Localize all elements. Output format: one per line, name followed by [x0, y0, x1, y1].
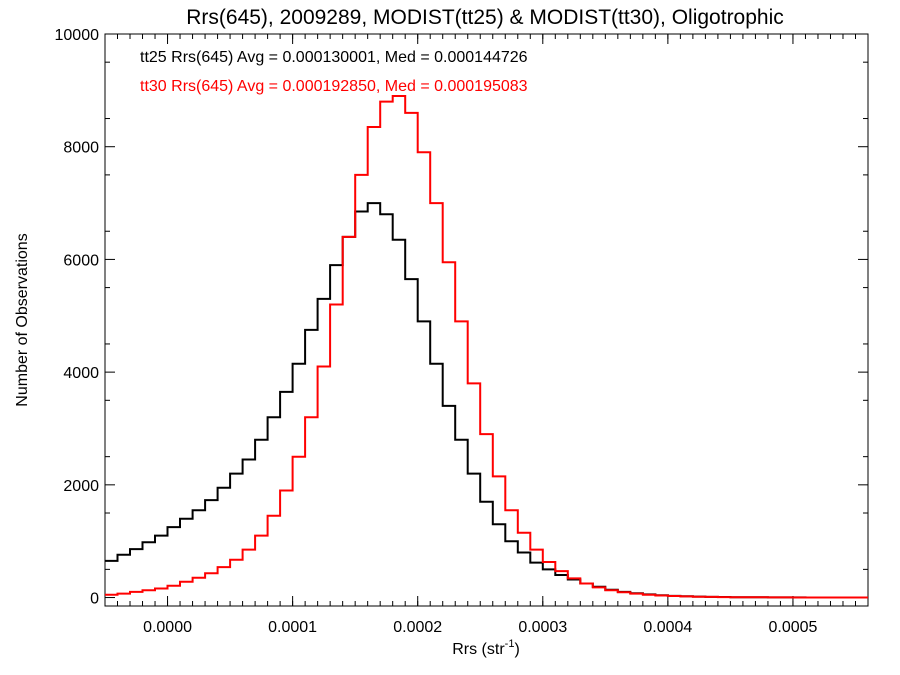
y-axis-label: Number of Observations [14, 233, 31, 406]
x-axis-label: Rrs (str-1) [452, 638, 520, 658]
x-tick-label: 0.0001 [268, 619, 317, 636]
x-axis-label-close: ) [514, 641, 519, 658]
annotation-tt30: tt30 Rrs(645) Avg = 0.000192850, Med = 0… [140, 78, 528, 95]
y-tick-label: 8000 [63, 140, 99, 157]
y-tick-label: 6000 [63, 252, 99, 269]
series-layer [105, 95, 868, 599]
x-axis: 0.0000 0.0001 0.0002 0.0003 0.0004 0.0005 [104, 34, 856, 636]
plot-frame [104, 33, 869, 607]
annotation-tt25: tt25 Rrs(645) Avg = 0.000130001, Med = 0… [140, 49, 528, 66]
chart-title: Rrs(645), 2009289, MODIST(tt25) & MODIST… [186, 6, 784, 29]
x-tick-label: 0.0000 [143, 619, 192, 636]
y-tick-label: 2000 [63, 478, 99, 495]
x-axis-label-base: Rrs (str [452, 641, 505, 658]
x-tick-label: 0.0002 [393, 619, 442, 636]
y-tick-label: 4000 [63, 365, 99, 382]
series-line-0 [105, 202, 868, 599]
x-tick-label: 0.0003 [518, 619, 567, 636]
x-tick-label: 0.0004 [643, 619, 692, 636]
x-tick-label: 0.0005 [768, 619, 817, 636]
x-axis-label-sup: -1 [505, 638, 515, 650]
y-tick-label: 0 [90, 591, 99, 608]
y-axis: 0 2000 4000 6000 8000 10000 [55, 27, 868, 608]
series-line-1 [105, 95, 868, 599]
y-tick-label: 10000 [55, 27, 100, 44]
